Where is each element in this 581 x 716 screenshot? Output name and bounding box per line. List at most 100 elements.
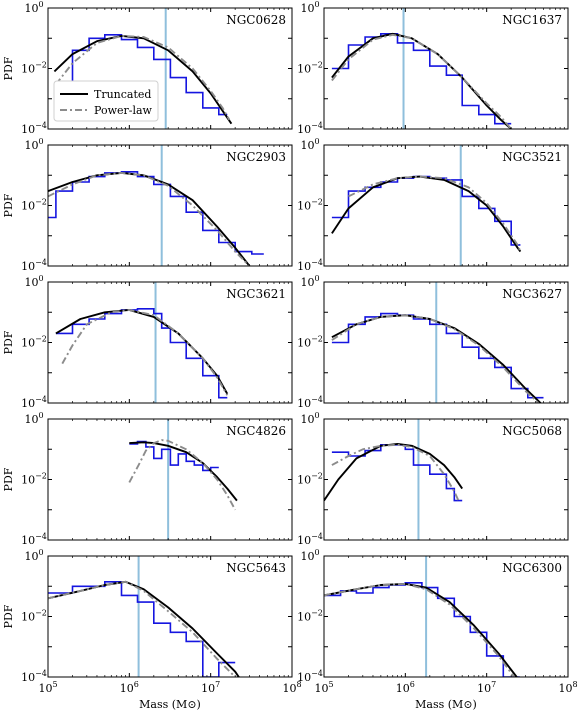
panel-name: NGC3621 xyxy=(226,287,286,301)
panel-name: NGC3521 xyxy=(502,150,562,164)
y-tick-label: 10−4 xyxy=(21,121,47,136)
panel-ngc2903: 10−4 10−2 100 PDF NGC2903 xyxy=(2,137,293,273)
x-axis-label: Mass (M⊙) xyxy=(139,698,201,711)
histogram-step xyxy=(129,440,219,472)
panel-ngc6300: 10−4 10−2 100 105 106 107 108 Mass (M⊙) NGC6300 xyxy=(297,548,577,711)
plot-area xyxy=(48,556,240,677)
y-tick-label: 100 xyxy=(300,548,319,563)
truncated-curve xyxy=(331,32,512,129)
y-tick-label: 10−2 xyxy=(297,609,323,624)
y-axis-label: PDF xyxy=(2,330,15,354)
y-tick-label: 10−2 xyxy=(21,335,47,350)
panel-name: NGC2903 xyxy=(226,150,286,164)
y-tick-label: 100 xyxy=(300,137,319,152)
y-tick-label: 10−2 xyxy=(21,609,47,624)
panel-name: NGC0628 xyxy=(226,13,286,27)
power-law-curve xyxy=(61,308,229,396)
truncated-curve xyxy=(48,171,251,266)
y-tick-label: 100 xyxy=(24,411,43,426)
y-tick-label: 10−2 xyxy=(297,198,323,213)
x-tick-label: 108 xyxy=(282,680,301,695)
panel-name: NGC5068 xyxy=(502,424,562,438)
y-tick-label: 10−4 xyxy=(21,258,47,273)
panel-ngc5068: 10−4 10−2 100 NGC5068 xyxy=(297,411,569,547)
y-tick-label: 100 xyxy=(24,137,43,152)
y-tick-label: 10−4 xyxy=(297,532,323,547)
x-tick-label: 107 xyxy=(477,680,496,695)
power-law-curve xyxy=(48,580,237,677)
x-tick-label: 105 xyxy=(314,680,333,695)
x-tick-label: 108 xyxy=(558,680,577,695)
truncated-curve xyxy=(129,441,238,502)
histogram-step xyxy=(48,171,264,255)
y-tick-label: 100 xyxy=(24,0,43,15)
panel-name: NGC3627 xyxy=(502,287,562,301)
power-law-curve xyxy=(48,171,251,266)
y-tick-label: 10−4 xyxy=(297,669,323,684)
y-axis-label: PDF xyxy=(2,56,15,80)
panel-name: NGC5643 xyxy=(226,561,286,575)
panel-ngc3621: 10−4 10−2 100 PDF NGC3621 xyxy=(2,274,293,410)
x-tick-label: 106 xyxy=(120,680,139,695)
x-tick-label: 106 xyxy=(396,680,415,695)
y-tick-label: 10−2 xyxy=(297,472,323,487)
y-tick-label: 10−2 xyxy=(297,335,323,350)
y-axis-label: PDF xyxy=(2,193,15,217)
y-tick-label: 10−4 xyxy=(21,395,47,410)
legend-power-law-label: Power-law xyxy=(94,104,153,117)
y-tick-label: 10−4 xyxy=(297,121,323,136)
histogram-step xyxy=(331,33,512,125)
plot-area xyxy=(53,8,233,129)
histogram-step xyxy=(331,175,521,246)
plot-area xyxy=(331,145,522,266)
y-axis-label: PDF xyxy=(2,467,15,491)
panel-ngc1637: 10−4 10−2 100 NGC1637 xyxy=(297,0,569,136)
truncated-curve xyxy=(331,314,542,403)
panel-ngc4826: 10−4 10−2 100 PDF NGC4826 xyxy=(2,411,293,547)
plot-area xyxy=(48,145,264,266)
y-tick-label: 100 xyxy=(300,411,319,426)
y-tick-label: 10−2 xyxy=(297,61,323,76)
truncated-curve xyxy=(331,175,522,253)
y-tick-label: 10−2 xyxy=(21,61,47,76)
power-law-curve xyxy=(128,439,237,511)
x-axis-label: Mass (M⊙) xyxy=(415,698,477,711)
y-tick-label: 100 xyxy=(300,274,319,289)
y-tick-label: 100 xyxy=(24,548,43,563)
y-tick-label: 10−4 xyxy=(297,395,323,410)
y-tick-label: 10−2 xyxy=(21,198,47,213)
plot-area xyxy=(55,282,229,403)
panel-ngc3627: 10−4 10−2 100 NGC3627 xyxy=(297,274,569,410)
y-tick-label: 10−4 xyxy=(21,669,47,684)
power-law-curve xyxy=(331,443,460,501)
histogram-step xyxy=(331,444,463,502)
legend: Truncated Power-law xyxy=(53,80,159,122)
legend-truncated-label: Truncated xyxy=(94,88,151,101)
panel-name: NGC6300 xyxy=(502,561,562,575)
truncated-curve xyxy=(55,308,229,395)
panel-ngc5643: 10−4 10−2 100 105 106 107 108 Mass (M⊙) PDF NGC56… xyxy=(2,548,302,711)
plot-area xyxy=(331,8,512,129)
y-tick-label: 100 xyxy=(24,274,43,289)
truncated-curve xyxy=(324,442,463,502)
plot-area xyxy=(331,282,544,403)
plot-area xyxy=(324,419,463,540)
plot-area xyxy=(128,419,238,540)
panel-name: NGC1637 xyxy=(502,13,562,27)
histogram-step xyxy=(55,308,228,399)
power-law-curve xyxy=(331,314,540,403)
power-law-curve xyxy=(324,582,516,677)
panel-ngc0628: 10−4 10−2 100 PDF NGC0628 Truncated Power-law xyxy=(2,0,293,136)
plot-area xyxy=(324,556,520,677)
truncated-curve xyxy=(53,34,233,125)
y-tick-label: 10−2 xyxy=(21,472,47,487)
x-tick-label: 107 xyxy=(201,680,220,695)
y-tick-label: 10−4 xyxy=(21,532,47,547)
histogram-step xyxy=(331,312,544,399)
y-tick-label: 10−4 xyxy=(297,258,323,273)
histogram-step xyxy=(48,581,236,677)
x-tick-label: 105 xyxy=(38,680,57,695)
panel-ngc3521: 10−4 10−2 100 NGC3521 xyxy=(297,137,569,273)
y-axis-label: PDF xyxy=(2,604,15,628)
